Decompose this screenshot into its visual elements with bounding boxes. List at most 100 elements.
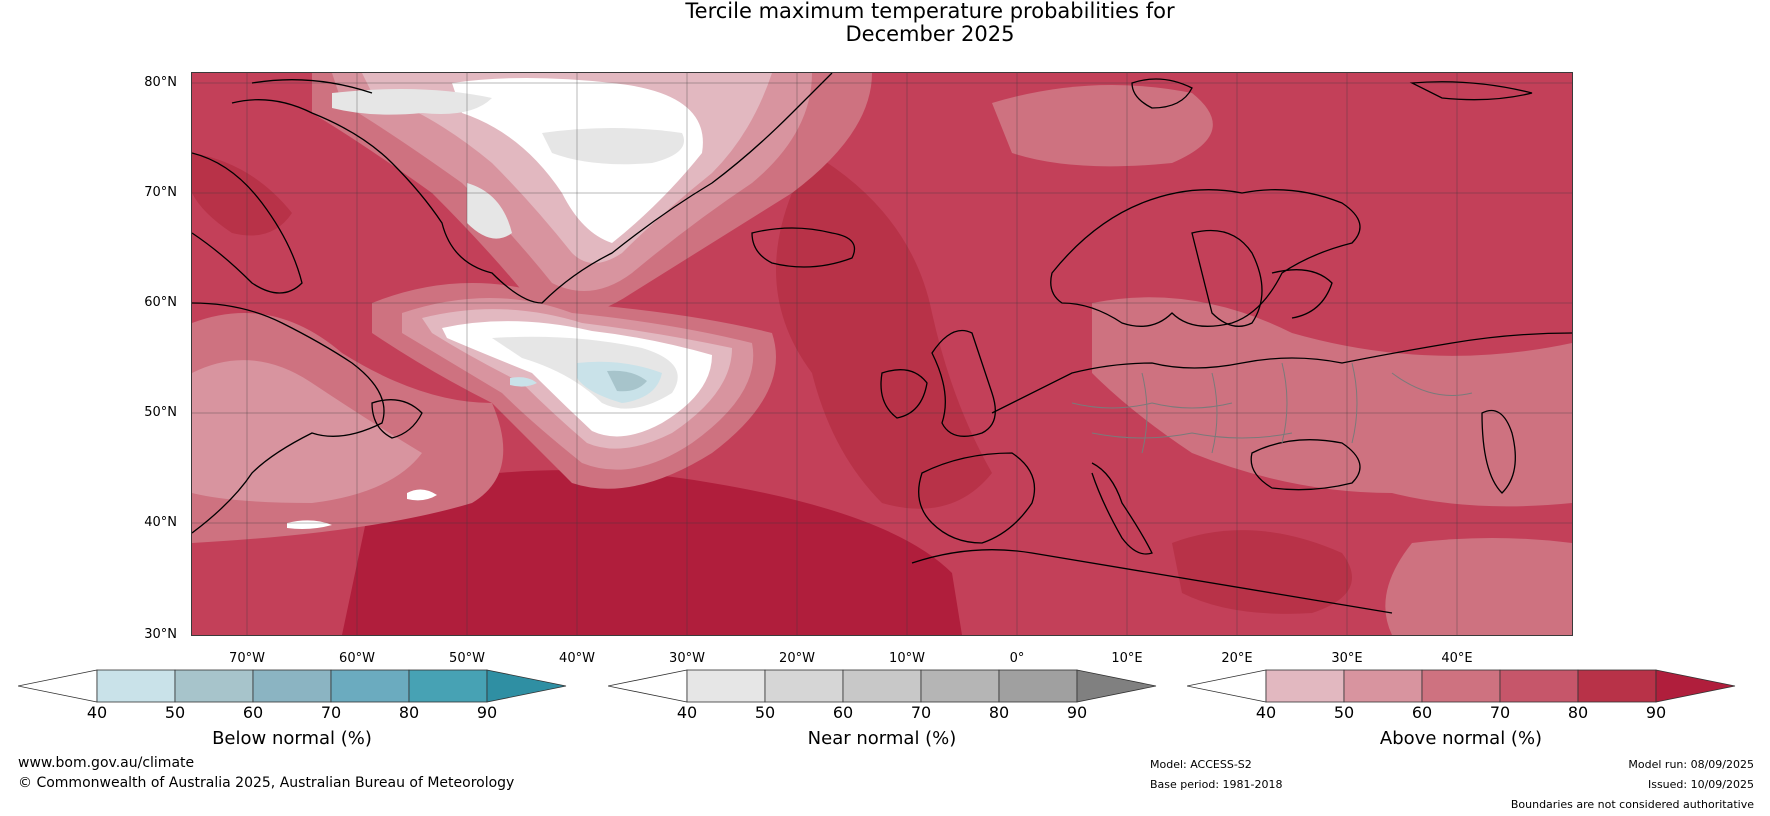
coast-svalbard	[1131, 78, 1193, 109]
lon-label-0: 0°	[1009, 651, 1025, 666]
cbar-below-tick-90: 90	[476, 703, 498, 722]
coast-baltic-finland	[1271, 269, 1333, 319]
coast-great-britain	[931, 329, 996, 437]
colorbar-segment	[408, 669, 488, 703]
cbar-below-tick-50: 50	[164, 703, 186, 722]
lon-label-10w: 10°W	[889, 651, 925, 666]
lon-label-30w: 30°W	[669, 651, 705, 666]
cbar-near-tick-90: 90	[1066, 703, 1088, 722]
coast-greenland-north	[251, 79, 373, 94]
map-borders	[1071, 362, 1473, 454]
region-near-50-60-greenland-c	[467, 183, 512, 239]
footer-website: www.bom.gov.au/climate	[18, 755, 195, 771]
lat-label-80n: 80°N	[144, 75, 177, 90]
lat-label-50n: 50°N	[144, 405, 177, 420]
cbar-above-tick-70: 70	[1489, 703, 1511, 722]
coast-italy	[1091, 462, 1153, 555]
region-near-40-50-greenland	[452, 78, 703, 243]
region-above-50-60-west	[192, 360, 422, 503]
map-coastlines	[192, 73, 1572, 614]
colorbar-segment	[330, 669, 410, 703]
map-title-line-2: December 2025	[845, 22, 1015, 46]
colorbar-segment	[1499, 669, 1579, 703]
colorbar-near-normal	[608, 668, 1158, 704]
colorbar-extend-low	[18, 669, 98, 703]
colorbar-segment	[686, 669, 766, 703]
region-above-60-70-europe	[1092, 297, 1572, 507]
lon-label-40w: 40°W	[559, 651, 595, 666]
colorbar-segment	[1265, 669, 1345, 703]
lon-label-20e: 20°E	[1221, 651, 1253, 666]
lon-label-60w: 60°W	[339, 651, 375, 666]
coast-norway	[1050, 189, 1361, 327]
colorbar-segment	[920, 669, 1000, 703]
cbar-near-tick-50: 50	[754, 703, 776, 722]
cbar-near-tick-80: 80	[988, 703, 1010, 722]
lon-label-40e: 40°E	[1441, 651, 1473, 666]
cbar-above-tick-60: 60	[1411, 703, 1433, 722]
region-near-40-50-west-spot-b	[287, 520, 332, 529]
cbar-below-tick-70: 70	[320, 703, 342, 722]
colorbar-below-normal	[18, 668, 568, 704]
coast-ireland	[880, 369, 928, 419]
coast-north-africa	[911, 549, 1393, 614]
colorbar-segment	[174, 669, 254, 703]
map-title-line-1: Tercile maximum temperature probabilitie…	[685, 0, 1175, 23]
coast-baffin	[192, 152, 303, 294]
colorbar-near-normal-label: Near normal (%)	[807, 728, 957, 749]
lon-label-70w: 70°W	[229, 651, 265, 666]
lon-label-30e: 30°E	[1331, 651, 1363, 666]
colorbar-segment	[764, 669, 844, 703]
footer-disclaimer: Boundaries are not considered authoritat…	[1510, 798, 1754, 811]
region-near-40-50-west-spot-a	[407, 489, 437, 501]
region-above-60-70-east	[1385, 538, 1572, 635]
colorbar-segment	[998, 669, 1078, 703]
cbar-below-tick-40: 40	[86, 703, 108, 722]
colorbar-above-normal	[1187, 668, 1737, 704]
colorbar-above-normal-label: Above normal (%)	[1379, 728, 1543, 749]
footer-copyright: © Commonwealth of Australia 2025, Austra…	[18, 775, 515, 791]
coast-iberia	[918, 452, 1036, 544]
lon-label-10e: 10°E	[1111, 651, 1143, 666]
colorbar-extend-high	[1655, 669, 1736, 703]
region-above-80-90-mid	[776, 153, 992, 509]
region-near-50-60-greenland-b	[542, 128, 684, 165]
colorbar-extend-low	[608, 669, 688, 703]
footer-model: Model: ACCESS-S2	[1150, 758, 1252, 771]
footer-base-period: Base period: 1981-2018	[1150, 778, 1283, 791]
coast-black-sea	[1250, 439, 1361, 491]
coast-sweden-finland	[1191, 229, 1263, 327]
cbar-above-tick-40: 40	[1255, 703, 1277, 722]
coast-labrador	[192, 302, 385, 534]
map-canvas	[192, 73, 1572, 635]
lat-label-30n: 30°N	[144, 627, 177, 642]
cbar-near-tick-40: 40	[676, 703, 698, 722]
lat-label-40n: 40°N	[144, 515, 177, 530]
colorbar-segment	[252, 669, 332, 703]
colorbar-segment	[842, 669, 922, 703]
coast-greenland	[231, 73, 833, 304]
lon-label-20w: 20°W	[779, 651, 815, 666]
cbar-below-tick-60: 60	[242, 703, 264, 722]
region-above-80-90-med	[1172, 530, 1352, 614]
footer-issued: Issued: 10/09/2025	[1647, 778, 1754, 791]
cbar-above-tick-80: 80	[1567, 703, 1589, 722]
region-above-80-90-labrador	[192, 153, 292, 236]
region-below-50-60-atlantic	[607, 370, 647, 392]
region-below-40-50-atlantic-small	[510, 377, 537, 387]
coast-caspian	[1481, 409, 1516, 494]
colorbar-segment	[96, 669, 176, 703]
coast-newfoundland	[371, 399, 423, 439]
cbar-near-tick-70: 70	[910, 703, 932, 722]
lon-label-50w: 50°W	[449, 651, 485, 666]
lat-label-60n: 60°N	[144, 295, 177, 310]
cbar-above-tick-90: 90	[1645, 703, 1667, 722]
region-above-80-90-south	[342, 470, 962, 635]
cbar-near-tick-60: 60	[832, 703, 854, 722]
coast-europe-north	[991, 332, 1572, 414]
colorbar-extend-high	[486, 669, 567, 703]
cbar-below-tick-80: 80	[398, 703, 420, 722]
colorbar-segment	[1577, 669, 1657, 703]
cbar-above-tick-50: 50	[1333, 703, 1355, 722]
colorbar-below-normal-label: Below normal (%)	[212, 728, 372, 749]
